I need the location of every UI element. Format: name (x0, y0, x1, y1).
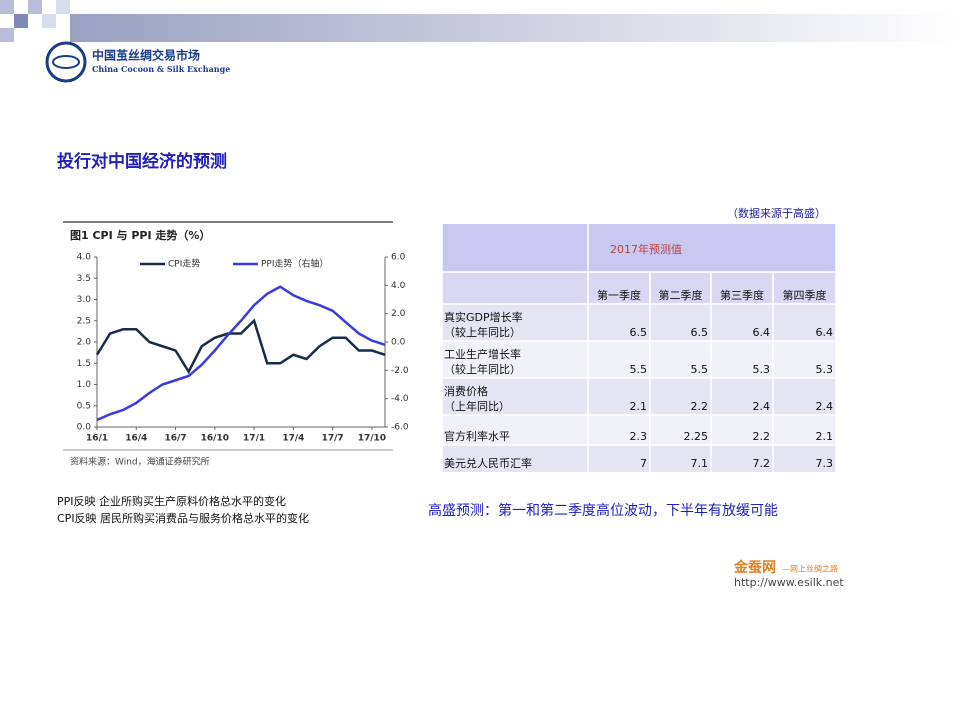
y-tick-label: 1.0 (77, 380, 92, 390)
y-tick-label: 4.0 (77, 253, 92, 263)
y2-tick-label: 2.0 (391, 309, 406, 319)
y2-tick-label: -6.0 (391, 423, 409, 433)
conclusion: 高盛预测：第一和第二季度高位波动，下半年有放缓可能 (428, 502, 778, 519)
y-tick-label: 3.0 (77, 295, 92, 305)
column-header: 第二季度 (659, 288, 703, 302)
series-line (96, 285, 386, 422)
row-label: 真实GDP增长率 (444, 310, 523, 324)
cell: 2.3 (630, 430, 648, 443)
cell: 6.5 (630, 326, 648, 339)
chart-frame (63, 222, 393, 472)
cell: 7.2 (753, 457, 771, 470)
cell: 2.2 (691, 400, 709, 413)
row (442, 304, 836, 341)
y-tick-label: 0.0 (77, 423, 92, 433)
y2-tick-label: 0.0 (391, 338, 406, 348)
chart-title: 图1 CPI 与 PPI 走势（%） (70, 228, 210, 242)
cell: 6.5 (691, 326, 709, 339)
cell: 5.3 (753, 363, 771, 376)
row-label: （较上年同比） (444, 362, 521, 376)
x-tick-label: 16/7 (165, 434, 187, 444)
logo-cn: 中国茧丝绸交易市场 (92, 48, 200, 63)
footer-brand: 金蚕网 (733, 559, 776, 576)
y2-tick-label: -4.0 (391, 394, 409, 404)
cell: 7.3 (816, 457, 834, 470)
note: PPI反映 企业所购买生产原料价格总水平的变化 (57, 494, 286, 508)
table-header: 2017年预测值 (610, 242, 682, 256)
cell: 2.1 (630, 400, 648, 413)
y2-tick-label: 4.0 (391, 281, 406, 291)
column-header: 第一季度 (597, 288, 641, 302)
legend-label: PPI走势（右轴） (261, 258, 329, 270)
row-label: 美元兑人民币汇率 (444, 456, 532, 470)
x-tick-label: 16/4 (125, 434, 147, 444)
row (442, 378, 836, 415)
cell: 6.4 (753, 326, 771, 339)
decoration (0, 0, 960, 42)
chart-source: 资料来源：Wind，海通证券研究所 (70, 456, 210, 468)
cell: 7.1 (691, 457, 709, 470)
column-header: 第四季度 (783, 288, 827, 302)
x-tick-label: 16/1 (86, 434, 108, 444)
y-tick-label: 3.5 (77, 274, 91, 284)
x-tick-label: 17/10 (358, 434, 386, 444)
table-source: （数据来源于高盛） (727, 206, 826, 220)
y-tick-label: 2.5 (77, 316, 91, 326)
y-tick-label: 2.0 (77, 338, 92, 348)
plot: 0.0 0.5 1.0 1.5 2.0 2.5 3.0 3.5 4.0 -6.0 -4.0 -2.0 0… (77, 253, 409, 444)
x-tick-label: 17/1 (243, 434, 265, 444)
footer-url: http://www.esilk.net (734, 576, 844, 589)
row-label: （上年同比） (444, 399, 510, 413)
row-label: 消费价格 (444, 384, 488, 398)
footer-tagline: —网上丝绸之路 (782, 564, 838, 574)
y-tick-label: 0.5 (77, 401, 91, 411)
row-label: 官方利率水平 (444, 429, 510, 443)
series-line (95, 318, 386, 375)
cell: 2.4 (753, 400, 771, 413)
cell: 5.5 (691, 363, 709, 376)
header-cell (442, 272, 836, 304)
logo-en: China Cocoon & Silk Exchange (92, 64, 230, 74)
x-tick-label: 17/7 (322, 434, 344, 444)
cell: 5.3 (816, 363, 834, 376)
cell: 6.4 (816, 326, 834, 339)
slide-title: 投行对中国经济的预测 (57, 151, 227, 172)
header-cell (442, 224, 836, 272)
cell: 2.25 (684, 430, 709, 443)
column-header: 第三季度 (720, 288, 764, 302)
row (442, 445, 836, 472)
row (442, 415, 836, 445)
cell: 2.2 (753, 430, 771, 443)
note: CPI反映 居民所购买消费品与服务价格总水平的变化 (57, 511, 309, 525)
row-label: （较上年同比） (444, 325, 521, 339)
logo: 中国茧丝绸交易市场 China Cocoon & Silk Exchange (45, 41, 230, 83)
cell: 7 (640, 457, 647, 470)
y2-tick-label: 6.0 (391, 253, 406, 263)
x-tick-label: 17/4 (282, 434, 304, 444)
x-tick-label: 16/10 (201, 434, 229, 444)
cell: 2.4 (816, 400, 834, 413)
cell: 2.1 (816, 430, 834, 443)
row (442, 341, 836, 378)
row-label: 工业生产增长率 (444, 347, 521, 361)
y-tick-label: 1.5 (77, 359, 91, 369)
legend-label: CPI走势 (168, 258, 200, 270)
cell: 5.5 (630, 363, 648, 376)
y2-tick-label: -2.0 (391, 366, 409, 376)
